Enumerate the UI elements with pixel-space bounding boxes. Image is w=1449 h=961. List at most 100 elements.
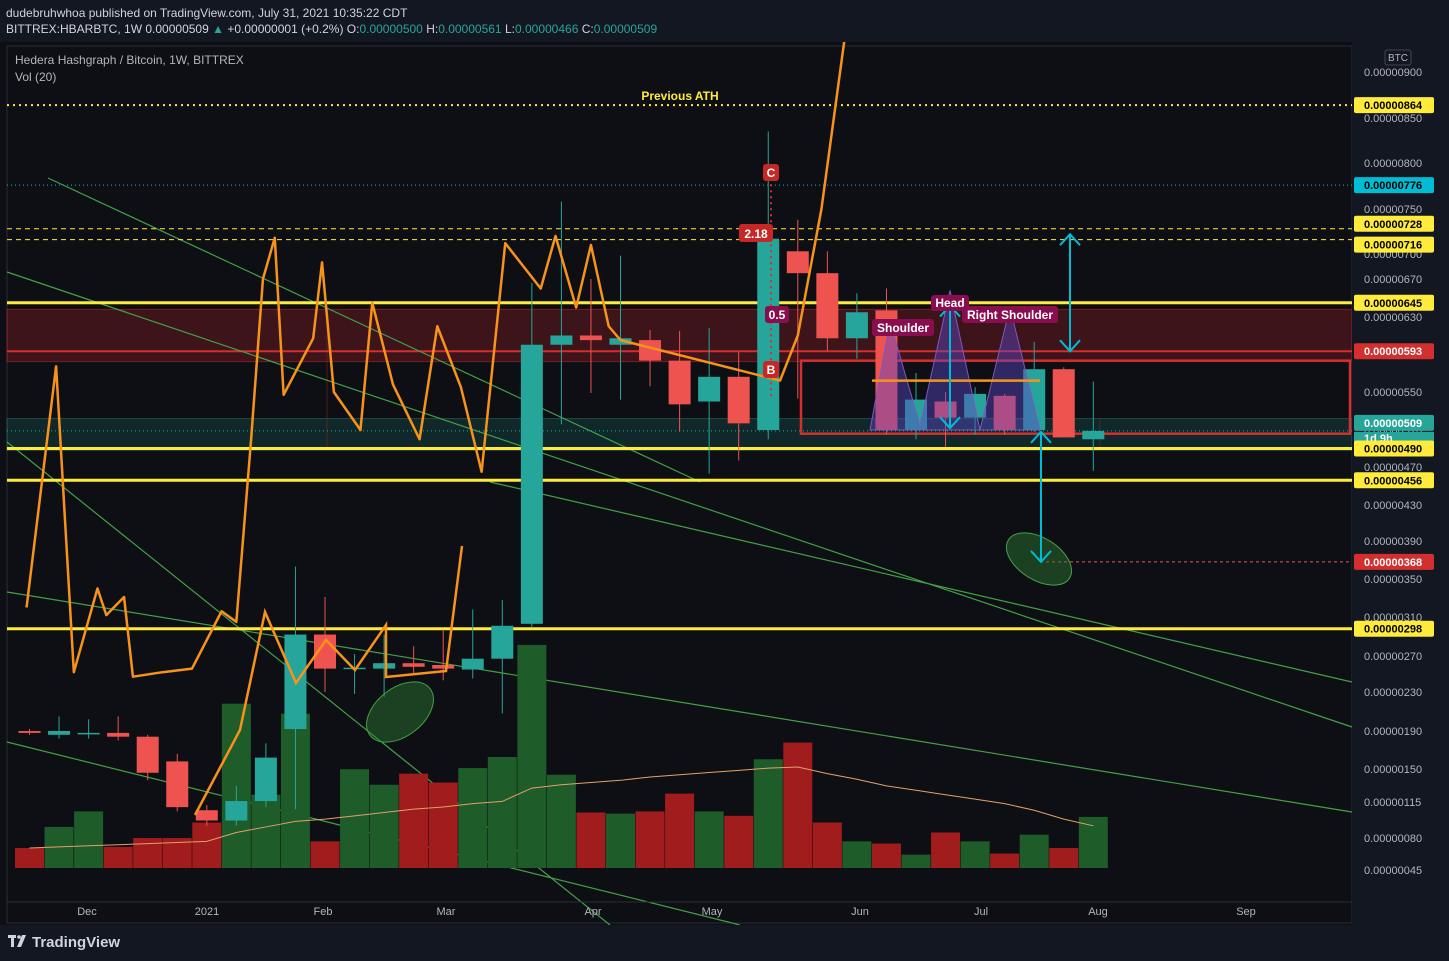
- volume-bar: [901, 854, 931, 868]
- candle-body: [195, 810, 218, 821]
- volume-bar: [74, 811, 104, 868]
- low-label: L:: [504, 22, 515, 36]
- x-tick-label: Feb: [314, 906, 333, 918]
- fib-retracement-label: 0.5: [769, 308, 786, 322]
- volume-bar: [960, 841, 990, 868]
- candle-body: [48, 731, 71, 735]
- candle-body: [107, 732, 130, 737]
- price-tag-label: 0.00000509: [1364, 418, 1422, 430]
- candle-body: [77, 732, 100, 735]
- lower-target-arrow-head-bottom: [1030, 550, 1052, 564]
- lower-target-arrow-head-top: [1030, 430, 1052, 444]
- candle-body: [934, 401, 957, 418]
- y-tick-label: 0.00000750: [1364, 204, 1422, 216]
- volume-bar: [990, 853, 1020, 868]
- price-tag-label: 0.00000728: [1364, 219, 1422, 231]
- author-name[interactable]: dudebruhwhoa: [6, 6, 86, 20]
- y-tick-label: 0.00000190: [1364, 726, 1422, 738]
- volume-bar: [15, 848, 44, 868]
- price-tag-label: 0.00000490: [1364, 444, 1422, 456]
- price-tag-label: 0.00000298: [1364, 624, 1422, 636]
- volume-bar: [783, 742, 813, 868]
- candle-body: [875, 310, 898, 430]
- fib-extension-label: 2.18: [744, 227, 768, 241]
- candle-body: [373, 663, 396, 669]
- orange-wave-path: [25, 42, 846, 678]
- trend-line-0: [6, 271, 1353, 728]
- x-tick-label: Aug: [1088, 906, 1108, 918]
- volume-bar: [1078, 816, 1108, 868]
- orange-wave-early: [193, 545, 464, 816]
- candle-body: [520, 344, 543, 624]
- candle-body: [461, 658, 484, 670]
- candle-body: [166, 761, 189, 808]
- volume-bar: [428, 782, 458, 868]
- volume-bar: [753, 759, 783, 868]
- price-tag-bg: [1354, 620, 1434, 637]
- chart-legend-title: Hedera Hashgraph / Bitcoin, 1W, BITTREX: [15, 53, 244, 67]
- volume-bar: [369, 784, 399, 868]
- volume-bar: [871, 843, 901, 868]
- candle-body: [816, 273, 839, 339]
- x-tick-label: Sep: [1236, 906, 1256, 918]
- candle-body: [905, 399, 927, 430]
- y-tick-label: 0.00000670: [1364, 274, 1422, 286]
- volume-bar: [340, 769, 370, 868]
- price-tag-bg: [1354, 440, 1434, 457]
- candle-body: [786, 251, 809, 274]
- open-label: O:: [346, 22, 360, 36]
- y-tick-label: 0.00000550: [1364, 387, 1422, 399]
- candle-body: [1082, 430, 1105, 440]
- tradingview-logo-text: TradingView: [32, 934, 121, 951]
- candle-body: [18, 731, 41, 733]
- tradingview-logo-icon: [8, 934, 28, 950]
- price-tag-bg: [1354, 553, 1434, 570]
- candle-body: [698, 376, 721, 402]
- y-tick-label: 0.00000270: [1364, 651, 1422, 663]
- y-tick-label: 0.00000045: [1364, 865, 1422, 877]
- red-box: [799, 359, 1352, 435]
- x-tick-label: 2021: [195, 906, 219, 918]
- candle-body: [727, 376, 750, 424]
- price-chart[interactable]: Previous ATH Head Shoulder Right Shoulder 2.…: [0, 42, 1449, 925]
- previous-ath-label: Previous ATH: [641, 89, 718, 103]
- symbol-label: BITTREX:HBARBTC, 1W: [6, 22, 143, 36]
- volume-bar: [812, 822, 842, 868]
- price-tag-bg: [1354, 236, 1434, 253]
- price-tag-label: 0.00000716: [1364, 240, 1422, 252]
- candle-body: [579, 335, 602, 341]
- volume-bar: [576, 812, 606, 868]
- candle-body: [668, 360, 691, 405]
- upper-target-arrow-head-bottom: [1059, 339, 1081, 353]
- high-label: H:: [426, 22, 439, 36]
- volume-bar: [694, 811, 724, 868]
- wave-b-label: B: [767, 363, 776, 377]
- publish-info: dudebruhwhoa published on TradingView.co…: [6, 6, 407, 20]
- y-tick-label: 0.00000150: [1364, 764, 1422, 776]
- candle-body: [254, 757, 277, 802]
- volume-bar: [606, 813, 635, 868]
- price-tag-label: 0.00000456: [1364, 475, 1422, 487]
- candle-body: [609, 338, 632, 345]
- volume-bar: [310, 841, 340, 868]
- y-tick-label: 0.00000230: [1364, 687, 1422, 699]
- volume-ma-line: [29, 766, 1094, 849]
- upper-target-arrow-head-top: [1059, 232, 1081, 246]
- ohlc-bar: BITTREX:HBARBTC, 1W 0.00000509 ▲ +0.0000…: [6, 22, 657, 36]
- price-tag-bg: [1354, 414, 1434, 431]
- y-tick-label: 0.00000430: [1364, 500, 1422, 512]
- tradingview-logo[interactable]: TradingView: [8, 934, 120, 951]
- footer-bar: TradingView: [0, 925, 1449, 961]
- green-ellipse-left: [366, 681, 434, 743]
- high-value: 0.00000561: [438, 22, 502, 36]
- candle-body: [757, 238, 780, 430]
- head-label: Head: [935, 296, 964, 310]
- price-tag-label: 0.00000368: [1364, 557, 1422, 569]
- x-tick-label: Mar: [437, 906, 456, 918]
- candle-body: [993, 395, 1016, 430]
- volume-bar: [192, 822, 222, 868]
- head-height-arrow-head-bottom: [939, 416, 961, 430]
- y-tick-label: 0.00000350: [1364, 574, 1422, 586]
- candle-body: [225, 801, 248, 821]
- price-tag-label: 0.00000864: [1364, 100, 1423, 112]
